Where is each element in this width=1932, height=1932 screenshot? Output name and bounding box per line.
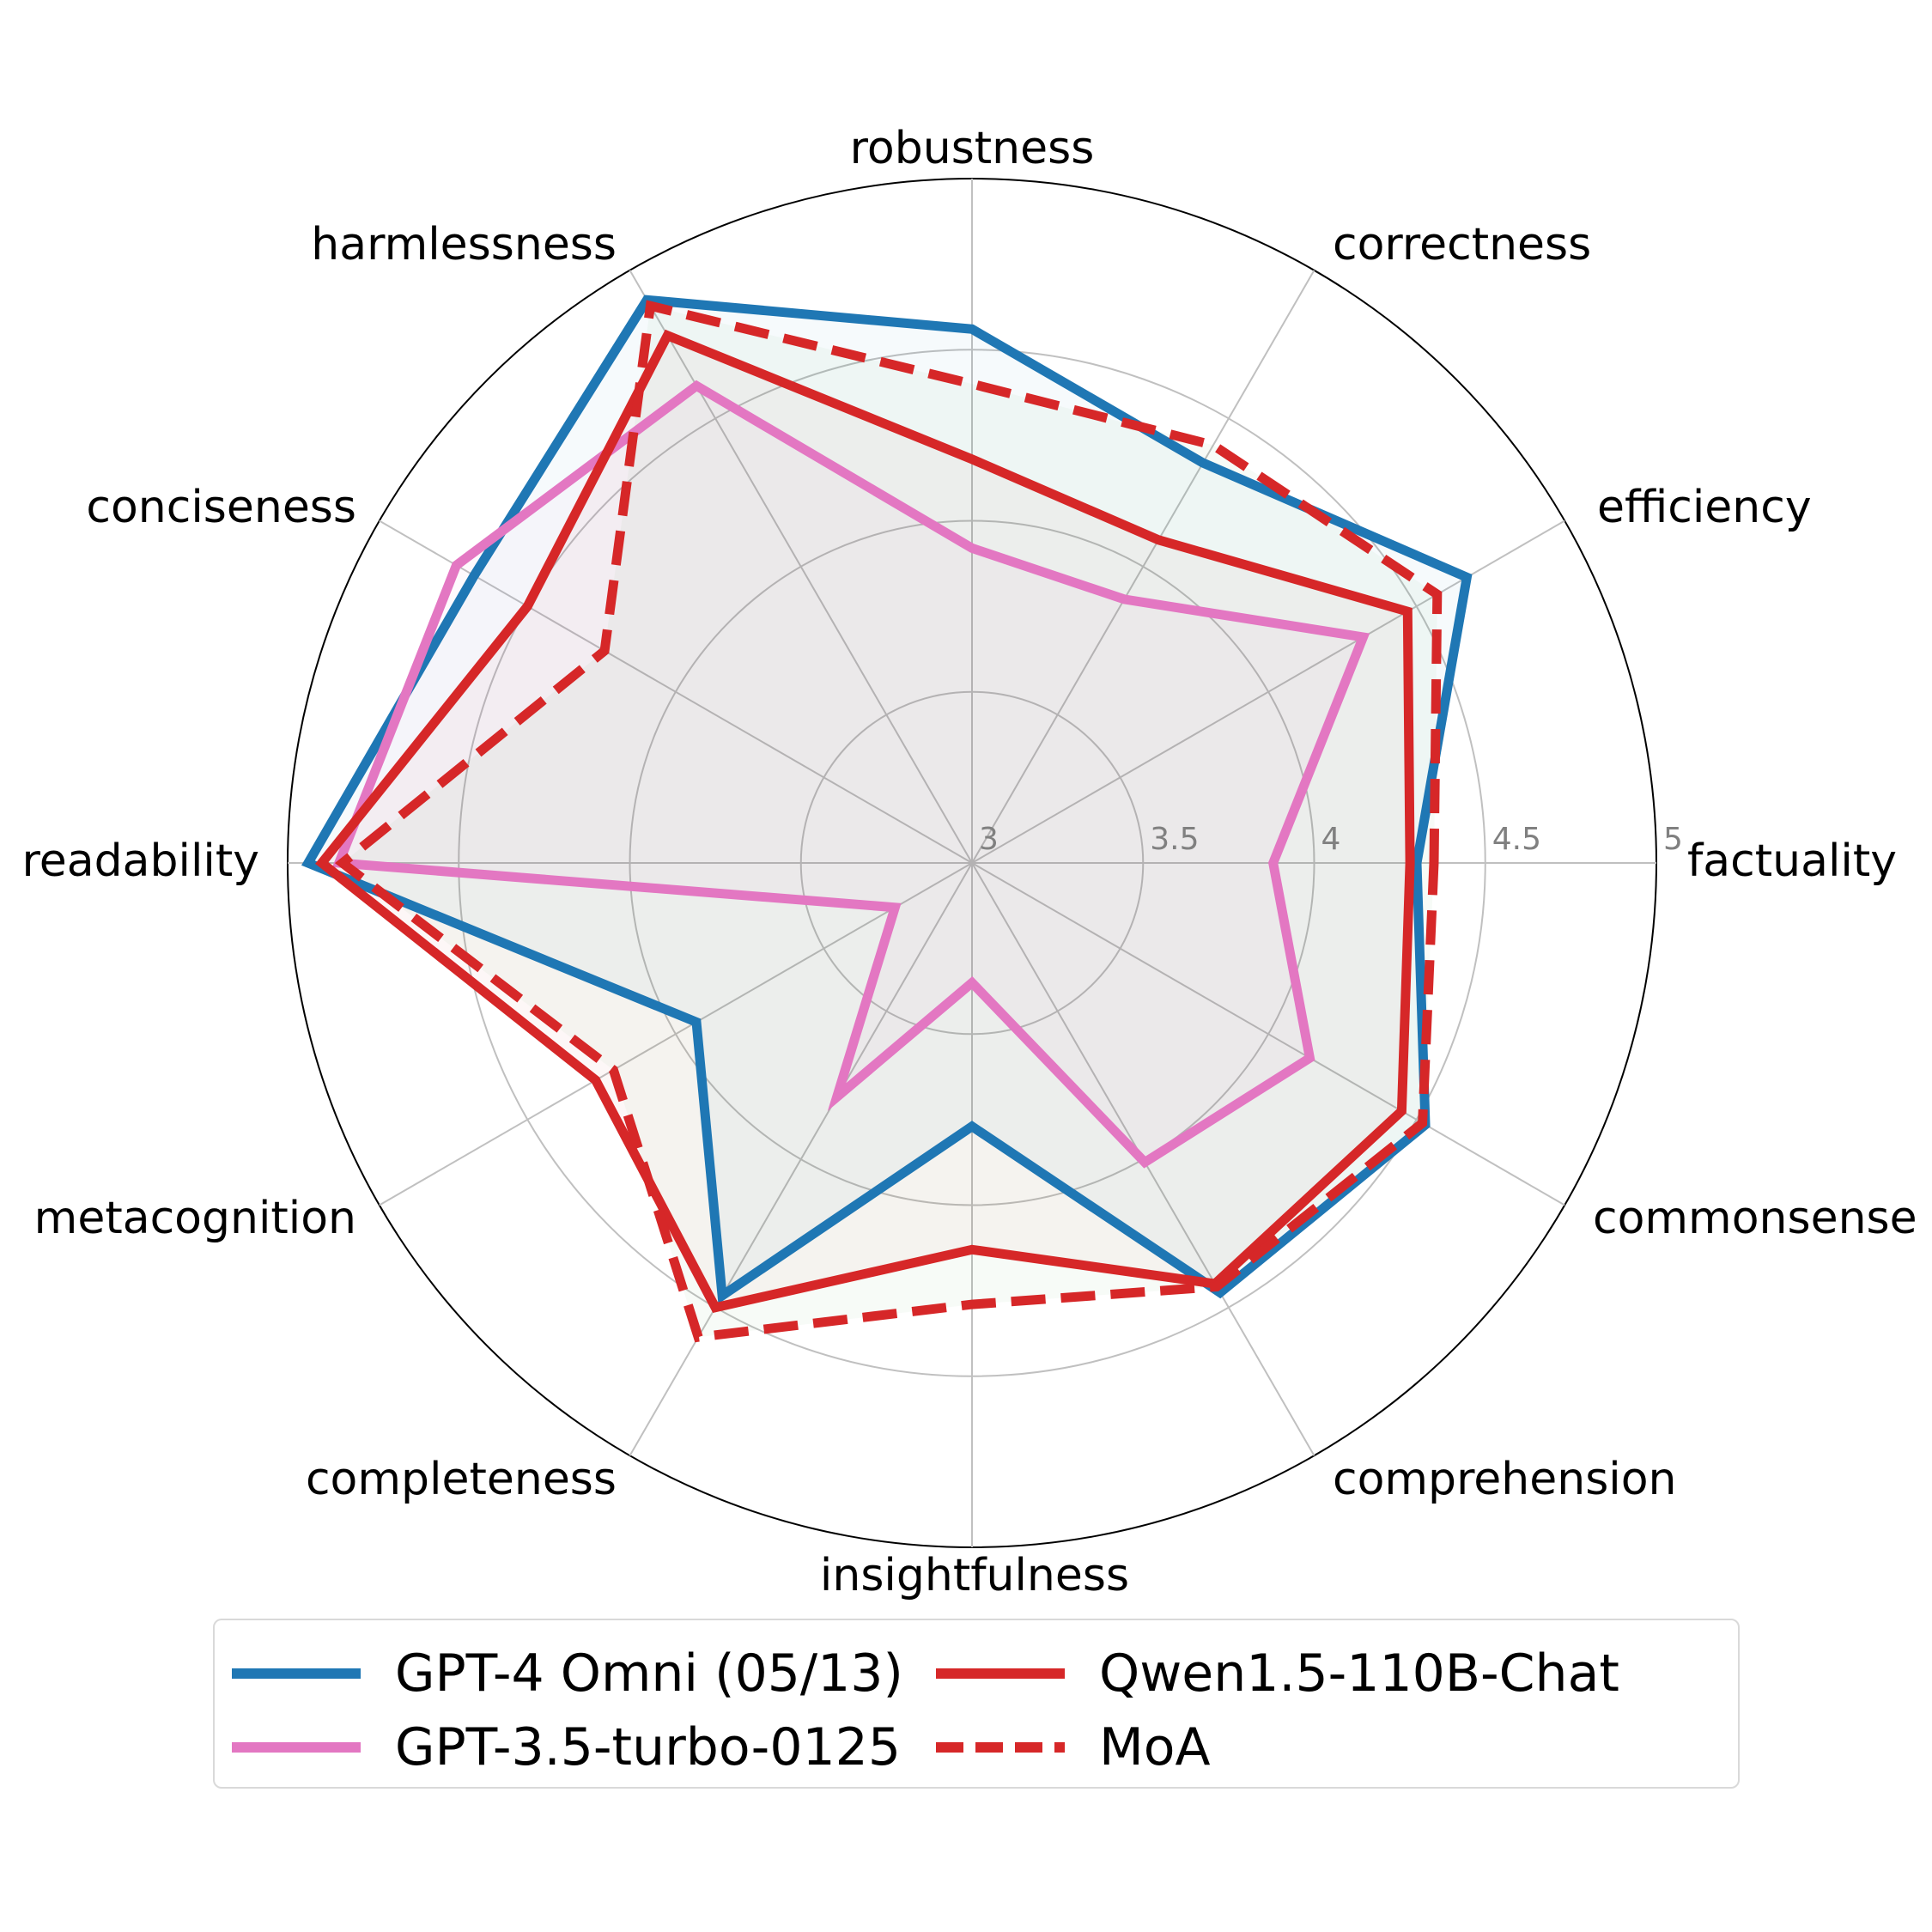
radial-tick-label: 3.5: [1150, 822, 1199, 857]
grid-spoke: [971, 862, 1565, 1206]
grid-spoke: [629, 862, 973, 1456]
radial-tick-label: 5: [1663, 822, 1683, 857]
grid-spoke: [379, 862, 973, 1206]
legend-label: MoA: [1099, 1717, 1211, 1777]
legend-label: Qwen1.5-110B-Chat: [1099, 1643, 1619, 1704]
radial-tick-labels: 3 3.5 4 4.5 5: [979, 822, 1683, 857]
legend-swatch-gpt4o: [232, 1668, 361, 1679]
radial-tick-label: 4: [1321, 822, 1341, 857]
axis-label-metacognition: metacognition: [34, 1193, 356, 1244]
legend: GPT-4 Omni (05/13) Qwen1.5-110B-Chat GPT…: [213, 1619, 1740, 1789]
radial-tick-label: 4.5: [1492, 822, 1541, 857]
grid-spoke: [971, 270, 1315, 864]
series-lines: [301, 295, 1473, 1343]
legend-item-moa: MoA: [936, 1713, 1211, 1782]
radial-tick-label: 3: [979, 822, 999, 857]
axis-label-insightfulness: insightfulness: [820, 1550, 1129, 1601]
legend-item-qwen: Qwen1.5-110B-Chat: [936, 1639, 1619, 1708]
legend-item-gpt35: GPT-3.5-turbo-0125: [232, 1713, 901, 1782]
axis-label-conciseness: conciseness: [86, 482, 356, 533]
axis-label-comprehension: comprehension: [1333, 1454, 1677, 1505]
axis-label-factuality: factuality: [1687, 835, 1897, 887]
axis-label-correctness: correctness: [1333, 219, 1591, 270]
axis-label-robustness: robustness: [850, 123, 1095, 174]
axis-labels: factuality efficiency correctness robustnes…: [22, 123, 1917, 1601]
series-fill: [321, 335, 1411, 1308]
axis-label-completeness: completeness: [306, 1454, 617, 1505]
axis-label-harmlessness: harmlessness: [311, 219, 617, 270]
series-fill: [338, 386, 1364, 1163]
legend-label: GPT-3.5-turbo-0125: [395, 1717, 902, 1777]
legend-swatch-gpt35: [232, 1742, 361, 1753]
series-fill: [342, 306, 1437, 1338]
series-line: [301, 295, 1473, 1304]
legend-swatch-moa: [936, 1742, 1065, 1753]
grid-spoke: [629, 270, 973, 864]
legend-label: GPT-4 Omni (05/13): [395, 1643, 903, 1704]
axis-label-commonsense: commonsense: [1593, 1193, 1917, 1244]
axis-label-readability: readability: [22, 835, 259, 887]
legend-item-gpt4o: GPT-4 Omni (05/13): [232, 1639, 903, 1708]
series-line: [334, 300, 1443, 1343]
axis-label-efficiency: efficiency: [1597, 482, 1812, 533]
legend-swatch-qwen: [936, 1668, 1065, 1679]
